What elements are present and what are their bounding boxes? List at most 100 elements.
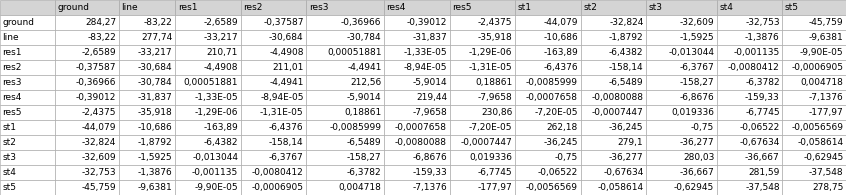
Text: -8,94E-05: -8,94E-05 <box>404 63 447 72</box>
Text: -6,8676: -6,8676 <box>679 93 714 102</box>
Bar <box>175 90 241 105</box>
Bar <box>175 135 241 150</box>
Text: -33,217: -33,217 <box>204 33 239 42</box>
Bar <box>580 30 646 45</box>
Text: -0,058614: -0,058614 <box>597 183 644 192</box>
Bar <box>118 105 175 120</box>
Text: -1,29E-06: -1,29E-06 <box>469 48 513 57</box>
Text: -1,29E-06: -1,29E-06 <box>195 108 239 117</box>
Text: -6,7745: -6,7745 <box>745 108 780 117</box>
Text: -6,4382: -6,4382 <box>204 138 239 147</box>
Text: res4: res4 <box>387 3 406 12</box>
Bar <box>118 180 175 195</box>
Bar <box>580 45 646 60</box>
Text: -0,39012: -0,39012 <box>75 93 116 102</box>
Bar <box>241 45 306 60</box>
Bar <box>717 75 783 90</box>
Text: -1,33E-05: -1,33E-05 <box>404 48 447 57</box>
Bar <box>241 180 306 195</box>
Text: -2,6589: -2,6589 <box>81 48 116 57</box>
Text: 280,03: 280,03 <box>683 153 714 162</box>
Text: -0,0006905: -0,0006905 <box>251 183 304 192</box>
Text: -6,4382: -6,4382 <box>609 48 644 57</box>
Bar <box>306 165 384 180</box>
Text: res1: res1 <box>3 48 22 57</box>
Text: -6,4376: -6,4376 <box>543 63 578 72</box>
Bar <box>449 75 515 90</box>
Bar <box>55 15 118 30</box>
Text: -1,31E-05: -1,31E-05 <box>469 63 513 72</box>
Bar <box>717 120 783 135</box>
Text: -0,67634: -0,67634 <box>603 168 644 177</box>
Bar <box>646 0 717 15</box>
Bar <box>646 105 717 120</box>
Bar <box>118 135 175 150</box>
Text: -44,079: -44,079 <box>81 123 116 132</box>
Text: -4,4941: -4,4941 <box>347 63 382 72</box>
Bar <box>55 120 118 135</box>
Text: res3: res3 <box>3 78 22 87</box>
Bar <box>0 0 55 15</box>
Bar <box>0 120 55 135</box>
Bar <box>384 60 449 75</box>
Text: 278,75: 278,75 <box>812 183 843 192</box>
Bar <box>241 0 306 15</box>
Bar <box>580 165 646 180</box>
Text: -0,67634: -0,67634 <box>739 138 780 147</box>
Bar <box>515 105 580 120</box>
Text: st4: st4 <box>719 3 733 12</box>
Bar <box>515 180 580 195</box>
Text: 281,59: 281,59 <box>749 168 780 177</box>
Text: -1,31E-05: -1,31E-05 <box>260 108 304 117</box>
Bar <box>306 45 384 60</box>
Bar <box>449 0 515 15</box>
Bar <box>118 60 175 75</box>
Bar <box>118 90 175 105</box>
Bar <box>306 135 384 150</box>
Bar <box>515 165 580 180</box>
Bar <box>384 90 449 105</box>
Text: res3: res3 <box>309 3 328 12</box>
Text: -7,9658: -7,9658 <box>478 93 513 102</box>
Text: -0,0080088: -0,0080088 <box>395 138 447 147</box>
Bar <box>449 150 515 165</box>
Text: res5: res5 <box>452 3 471 12</box>
Text: -31,837: -31,837 <box>138 93 173 102</box>
Text: st3: st3 <box>3 153 17 162</box>
Text: -9,6381: -9,6381 <box>138 183 173 192</box>
Text: 262,18: 262,18 <box>547 123 578 132</box>
Bar <box>783 30 846 45</box>
Bar <box>175 165 241 180</box>
Text: -9,90E-05: -9,90E-05 <box>799 48 843 57</box>
Text: st2: st2 <box>583 3 597 12</box>
Bar <box>306 90 384 105</box>
Text: 230,86: 230,86 <box>481 108 513 117</box>
Text: -0,62945: -0,62945 <box>674 183 714 192</box>
Bar <box>783 180 846 195</box>
Text: line: line <box>3 33 19 42</box>
Text: 0,18861: 0,18861 <box>344 108 382 117</box>
Text: -0,06522: -0,06522 <box>538 168 578 177</box>
Bar <box>646 135 717 150</box>
Bar <box>241 90 306 105</box>
Bar <box>646 30 717 45</box>
Text: -0,058614: -0,058614 <box>797 138 843 147</box>
Text: -36,245: -36,245 <box>543 138 578 147</box>
Text: 0,004718: 0,004718 <box>338 183 382 192</box>
Bar <box>118 120 175 135</box>
Bar <box>384 105 449 120</box>
Bar <box>241 120 306 135</box>
Bar <box>580 150 646 165</box>
Bar <box>384 135 449 150</box>
Bar <box>241 150 306 165</box>
Text: -5,9014: -5,9014 <box>412 78 447 87</box>
Text: -0,36966: -0,36966 <box>341 18 382 27</box>
Text: -36,245: -36,245 <box>609 123 644 132</box>
Bar <box>0 30 55 45</box>
Text: -30,684: -30,684 <box>269 33 304 42</box>
Text: 219,44: 219,44 <box>416 93 447 102</box>
Text: -32,753: -32,753 <box>81 168 116 177</box>
Bar <box>717 60 783 75</box>
Text: -6,3782: -6,3782 <box>347 168 382 177</box>
Bar <box>783 135 846 150</box>
